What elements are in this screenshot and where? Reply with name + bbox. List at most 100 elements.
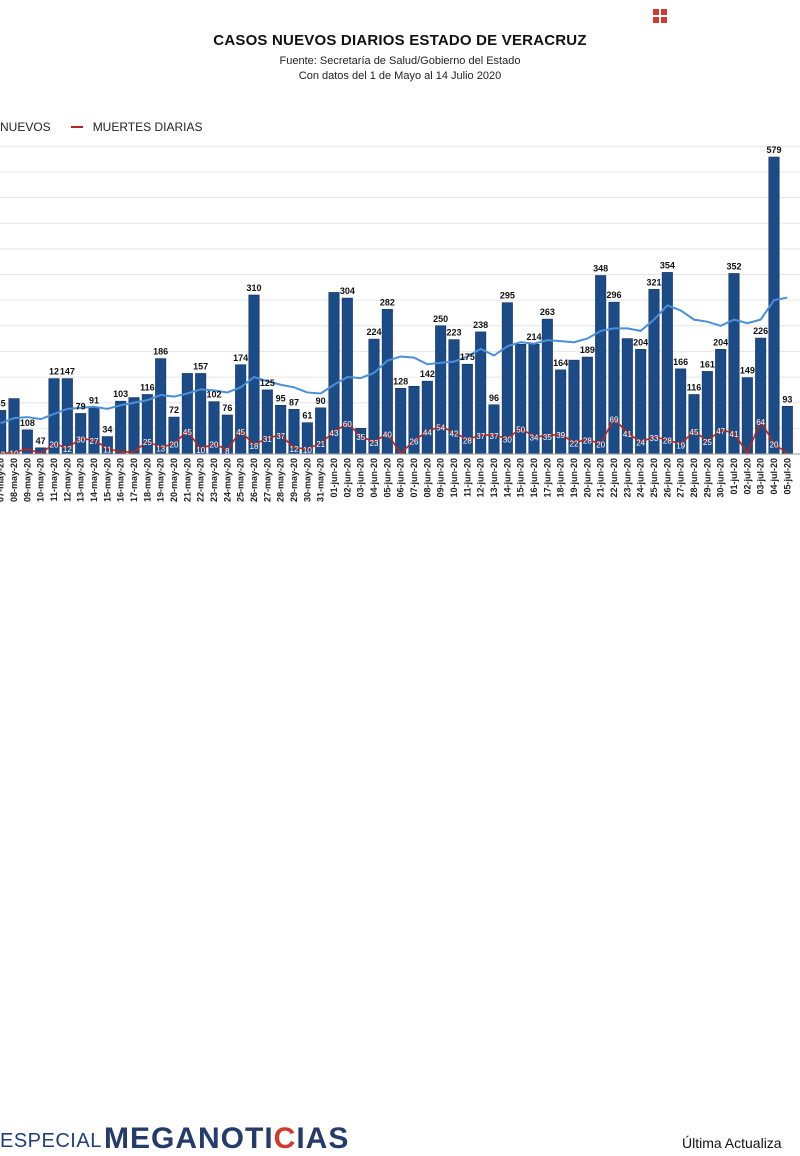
bar-label: 91 — [89, 395, 99, 405]
death-label: 30 — [503, 436, 512, 445]
x-tick-label: 05-jun-20 — [382, 458, 392, 498]
death-label: 30 — [76, 436, 85, 445]
bar-label: 128 — [393, 376, 408, 386]
bar-label: 263 — [540, 307, 555, 317]
bar-label: 304 — [340, 286, 355, 296]
bar-label: 116 — [687, 383, 702, 393]
death-label: 37 — [276, 432, 285, 441]
death-label: 41 — [623, 430, 632, 439]
x-tick-label: 04-jun-20 — [369, 458, 379, 498]
x-tick-label: 14-may-20 — [89, 458, 99, 502]
x-tick-label: 03-jun-20 — [356, 458, 366, 498]
death-label: 25 — [703, 438, 712, 447]
bar-label: 95 — [276, 393, 286, 403]
death-label: 12 — [290, 445, 299, 454]
death-label: 20 — [50, 441, 59, 450]
x-tick-label: 17-may-20 — [129, 458, 139, 502]
bar-label: 125 — [260, 378, 275, 388]
x-tick-label: 13-jun-20 — [489, 458, 499, 498]
x-tick-label: 20-jun-20 — [582, 458, 592, 498]
x-tick-label: 21-may-20 — [182, 458, 192, 502]
x-tick-label: 12-may-20 — [62, 458, 72, 502]
death-label: 31 — [263, 435, 272, 444]
death-label: 40 — [383, 430, 392, 439]
death-label: 41 — [730, 430, 739, 439]
x-tick-label: 10-jun-20 — [449, 458, 459, 498]
bar — [128, 397, 140, 455]
bar-label: 282 — [380, 297, 395, 307]
bar-label: 354 — [660, 260, 675, 270]
x-tick-label: 02-jul-20 — [742, 458, 752, 495]
x-tick-label: 26-may-20 — [249, 458, 259, 502]
x-tick-label: 11-may-20 — [49, 458, 59, 502]
x-tick-label: 23-jun-20 — [622, 458, 632, 498]
bar — [595, 275, 607, 455]
death-label: 21 — [316, 440, 325, 449]
bar-label: 149 — [740, 366, 755, 376]
bar-label: 61 — [302, 411, 312, 421]
death-label: 18 — [250, 442, 259, 451]
bar-label: 223 — [446, 328, 461, 338]
x-tick-label: 19-jun-20 — [569, 458, 579, 498]
x-tick-label: 24-jun-20 — [636, 458, 646, 498]
death-label: 69 — [610, 416, 619, 425]
bar-label: 34 — [102, 425, 112, 435]
footer-especial: ESPECIAL — [0, 1130, 102, 1152]
x-tick-label: 02-jun-20 — [342, 458, 352, 498]
bar-label: 93 — [782, 394, 792, 404]
x-tick-label: 29-may-20 — [289, 458, 299, 502]
x-tick-label: 31-may-20 — [316, 458, 326, 502]
bar — [715, 349, 727, 455]
footer: ESPECIAL MEGANOTICIAS Última Actualiza — [0, 560, 800, 1155]
death-label: 10 — [196, 446, 205, 455]
x-tick-label: 16-jun-20 — [529, 458, 539, 498]
bar — [608, 301, 620, 455]
bar-label: 142 — [420, 369, 435, 379]
x-tick-label: 26-jun-20 — [662, 458, 672, 498]
x-tick-label: 10-may-20 — [36, 458, 46, 502]
x-tick-label: 25-may-20 — [236, 458, 246, 502]
x-tick-label: 22-jun-20 — [609, 458, 619, 498]
bar-label: 296 — [606, 290, 621, 300]
bar-label: 226 — [753, 326, 768, 336]
brand-part-1: MEGANOTI — [104, 1122, 274, 1155]
bar-label: 204 — [633, 337, 648, 347]
series-line-average — [0, 296, 788, 425]
bar-label: 166 — [673, 357, 688, 367]
death-label: 11 — [103, 445, 112, 454]
bar-label: 250 — [433, 314, 448, 324]
x-tick-label: 05-jul-20 — [782, 458, 792, 495]
death-label: 24 — [636, 439, 645, 448]
death-label: 34 — [530, 434, 539, 443]
x-tick-label: 03-jul-20 — [756, 458, 766, 495]
bar — [235, 364, 247, 455]
bar — [741, 377, 753, 455]
x-tick-label: 27-may-20 — [262, 458, 272, 502]
death-label: 26 — [410, 438, 419, 447]
bar — [648, 289, 660, 455]
x-tick-label: 09-may-20 — [22, 458, 32, 502]
bar — [515, 343, 527, 455]
bar-label: 310 — [246, 283, 261, 293]
bar-label: 72 — [169, 405, 179, 415]
x-tick-label: 18-jun-20 — [556, 458, 566, 498]
death-label: 47 — [716, 427, 725, 436]
death-label: 60 — [343, 420, 352, 429]
x-tick-label: 12-jun-20 — [476, 458, 486, 498]
x-tick-label: 20-may-20 — [169, 458, 179, 502]
x-tick-label: 27-jun-20 — [676, 458, 686, 498]
bar-label: 79 — [76, 401, 86, 411]
bar — [688, 394, 700, 455]
bar — [661, 272, 673, 455]
bar — [115, 400, 127, 455]
bar — [155, 358, 167, 455]
legend-nuevos: NUEVOS — [0, 120, 51, 134]
chart-source: Fuente: Secretaría de Salud/Gobierno del… — [279, 55, 521, 67]
death-label: 20 — [596, 441, 605, 450]
chart-title: CASOS NUEVOS DIARIOS ESTADO DE VERACRUZ — [213, 32, 587, 49]
bar-label: 96 — [489, 393, 499, 403]
bar — [8, 398, 20, 455]
bar-label: 164 — [553, 358, 568, 368]
chart-range: Con datos del 1 de Mayo al 14 Julio 2020 — [298, 70, 502, 82]
bar-label: 238 — [473, 320, 488, 330]
